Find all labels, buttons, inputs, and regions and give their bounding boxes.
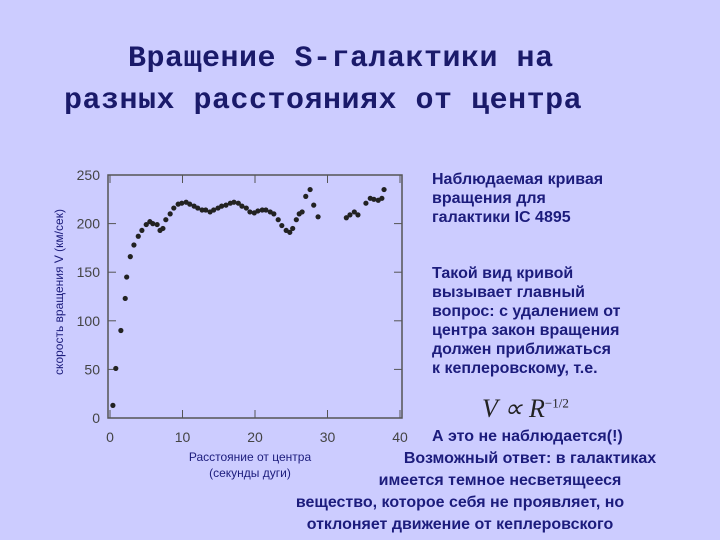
- data-point: [219, 203, 225, 209]
- data-point: [293, 217, 299, 223]
- data-point: [347, 212, 353, 218]
- data-point: [279, 222, 285, 229]
- x-axis-label: (секунды дуги): [209, 466, 291, 480]
- text-line: Такой вид кривой: [432, 265, 574, 282]
- y-tick-label: 250: [77, 167, 101, 183]
- data-point: [124, 274, 130, 280]
- data-point: [275, 217, 281, 223]
- data-point: [231, 199, 237, 205]
- x-tick-label: 20: [247, 429, 263, 445]
- data-point: [381, 186, 387, 193]
- answer-line: А это не наблюдается(!): [432, 428, 623, 445]
- data-point: [351, 209, 357, 215]
- observed-note: Наблюдаемая кривая вращения для галактик…: [432, 170, 603, 227]
- data-point: [163, 217, 169, 223]
- y-tick-label: 150: [77, 264, 101, 280]
- data-point: [355, 212, 361, 218]
- slide-title: Вращение S-галактики на: [128, 42, 554, 76]
- data-point: [160, 225, 166, 232]
- data-point: [195, 205, 201, 211]
- data-point: [263, 207, 269, 213]
- data-point: [203, 207, 209, 213]
- data-point: [290, 225, 296, 232]
- data-point: [154, 221, 160, 228]
- formula: V ∝ R−1/2: [482, 394, 569, 424]
- data-point: [247, 209, 253, 215]
- data-point: [139, 227, 145, 234]
- x-tick-label: 30: [320, 429, 336, 445]
- question-note: Такой вид кривой вызывает главный вопрос…: [432, 264, 621, 378]
- answer-line: имеется темное несветящееся: [378, 472, 622, 489]
- data-point: [259, 207, 265, 213]
- data-point: [118, 327, 124, 334]
- y-tick-label: 0: [92, 410, 100, 426]
- data-point: [127, 254, 133, 260]
- data-point: [199, 207, 205, 213]
- data-point: [211, 207, 217, 213]
- data-point: [110, 402, 116, 408]
- y-tick-label: 100: [77, 313, 101, 329]
- slide-title: разных расстояниях от центра: [64, 84, 583, 118]
- formula-exponent: −1/2: [544, 395, 569, 411]
- y-axis-label: скорость вращения V (км/сек): [52, 209, 66, 375]
- data-point: [307, 186, 313, 193]
- data-point: [135, 233, 141, 239]
- data-point: [311, 202, 317, 208]
- text-line: Наблюдаемая кривая: [432, 171, 604, 188]
- x-axis-label: Расстояние от центра: [189, 450, 312, 464]
- data-point: [113, 365, 119, 372]
- text-line: галактики IC 4895: [432, 209, 571, 226]
- x-tick-label: 40: [392, 429, 408, 445]
- data-point: [187, 201, 193, 207]
- data-point: [122, 295, 128, 302]
- data-point: [223, 202, 229, 208]
- data-point: [343, 215, 349, 221]
- data-point: [143, 221, 149, 228]
- x-tick-label: 10: [175, 429, 191, 445]
- text-line: должен приближаться: [432, 341, 611, 358]
- data-point: [271, 211, 277, 217]
- data-point: [167, 211, 173, 217]
- data-point: [239, 203, 245, 209]
- answer-line: вещество, которое себя не проявляет, но: [295, 494, 625, 511]
- data-point: [255, 208, 261, 214]
- data-point: [150, 221, 156, 227]
- data-point: [315, 214, 321, 220]
- formula-main: V ∝ R: [482, 394, 545, 423]
- text-line: к кеплеровскому, т.е.: [432, 360, 598, 377]
- data-point: [379, 195, 385, 201]
- data-point: [131, 242, 137, 248]
- data-point: [235, 200, 241, 206]
- answer-line: Возможный ответ: в галактиках: [403, 450, 657, 467]
- data-point: [171, 205, 177, 211]
- text-line: вращения для: [432, 190, 546, 207]
- y-tick-label: 50: [84, 361, 100, 377]
- data-point: [363, 200, 369, 206]
- data-point: [371, 196, 377, 202]
- text-line: центра закон вращения: [432, 322, 620, 339]
- data-point: [179, 200, 185, 206]
- data-point: [299, 209, 305, 215]
- text-line: вопрос: с удалением от: [432, 303, 621, 320]
- x-tick-label: 0: [106, 429, 114, 445]
- y-tick-label: 200: [77, 216, 101, 232]
- data-point: [243, 205, 249, 211]
- text-line: вызывает главный: [432, 284, 585, 301]
- data-point: [287, 229, 293, 235]
- data-point: [303, 193, 309, 199]
- answer-line: отклоняет движение от кеплеровского: [306, 516, 614, 533]
